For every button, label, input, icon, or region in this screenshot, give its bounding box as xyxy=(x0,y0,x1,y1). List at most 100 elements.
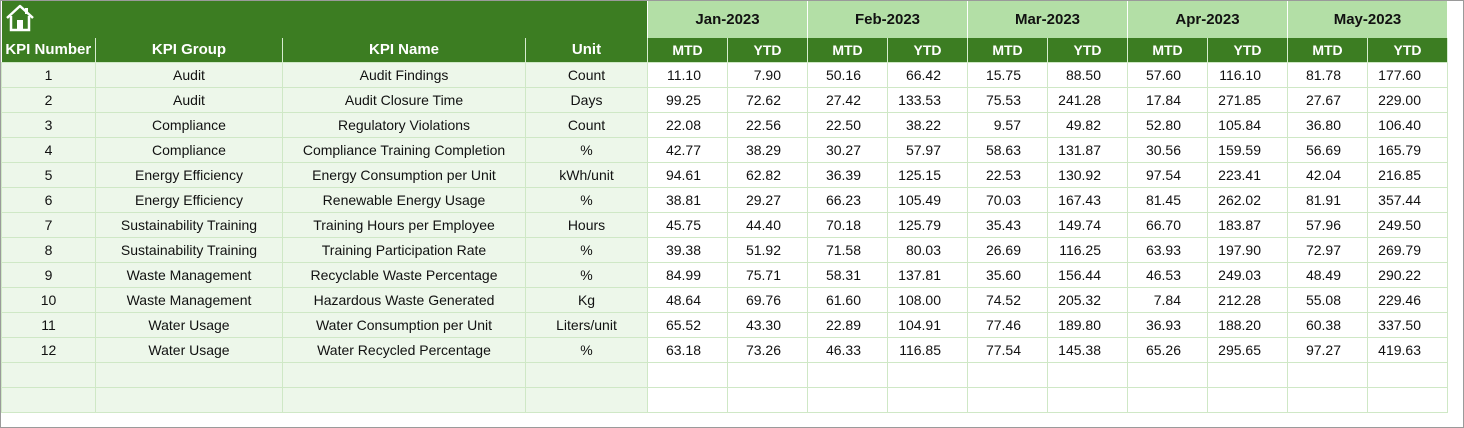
mtd-value-cell[interactable]: 30.27 xyxy=(807,136,888,163)
ytd-value-cell[interactable]: 229.00 xyxy=(1367,86,1448,113)
ytd-value-cell[interactable]: 249.50 xyxy=(1367,211,1448,238)
unit-cell[interactable]: % xyxy=(525,236,648,263)
mtd-value-cell[interactable]: 63.18 xyxy=(647,336,728,363)
mtd-value-cell[interactable]: 56.69 xyxy=(1287,136,1368,163)
ytd-value-cell[interactable]: 241.28 xyxy=(1047,86,1128,113)
ytd-value-cell[interactable]: 165.79 xyxy=(1367,136,1448,163)
ytd-value-cell[interactable]: 216.85 xyxy=(1367,161,1448,188)
mtd-value-cell[interactable]: 77.54 xyxy=(967,336,1048,363)
ytd-value-cell[interactable] xyxy=(727,386,808,413)
ytd-value-cell[interactable] xyxy=(1047,386,1128,413)
ytd-value-cell[interactable]: 69.76 xyxy=(727,286,808,313)
ytd-value-cell[interactable] xyxy=(1047,361,1128,388)
mtd-value-cell[interactable]: 75.53 xyxy=(967,86,1048,113)
unit-cell[interactable]: Count xyxy=(525,61,648,88)
ytd-value-cell[interactable]: 137.81 xyxy=(887,261,968,288)
mtd-value-cell[interactable]: 57.96 xyxy=(1287,211,1368,238)
mtd-value-cell[interactable]: 57.60 xyxy=(1127,61,1208,88)
ytd-value-cell[interactable]: 269.79 xyxy=(1367,236,1448,263)
ytd-value-cell[interactable]: 271.85 xyxy=(1207,86,1288,113)
ytd-value-cell[interactable]: 125.15 xyxy=(887,161,968,188)
mtd-value-cell[interactable] xyxy=(967,361,1048,388)
mtd-value-cell[interactable]: 48.64 xyxy=(647,286,728,313)
mtd-value-cell[interactable]: 38.81 xyxy=(647,186,728,213)
ytd-value-cell[interactable] xyxy=(1367,386,1448,413)
ytd-value-cell[interactable]: 49.82 xyxy=(1047,111,1128,138)
kpi-number-cell[interactable]: 6 xyxy=(1,186,96,213)
ytd-value-cell[interactable]: 229.46 xyxy=(1367,286,1448,313)
kpi-name-cell[interactable]: Regulatory Violations xyxy=(282,111,526,138)
mtd-value-cell[interactable]: 30.56 xyxy=(1127,136,1208,163)
ytd-value-cell[interactable]: 72.62 xyxy=(727,86,808,113)
mtd-value-cell[interactable] xyxy=(647,361,728,388)
kpi-group-cell[interactable]: Waste Management xyxy=(95,261,283,288)
ytd-value-cell[interactable] xyxy=(1207,361,1288,388)
ytd-value-cell[interactable]: 177.60 xyxy=(1367,61,1448,88)
mtd-value-cell[interactable]: 65.26 xyxy=(1127,336,1208,363)
ytd-value-cell[interactable]: 223.41 xyxy=(1207,161,1288,188)
ytd-value-cell[interactable]: 262.02 xyxy=(1207,186,1288,213)
kpi-number-cell[interactable]: 8 xyxy=(1,236,96,263)
unit-cell[interactable]: kWh/unit xyxy=(525,161,648,188)
mtd-value-cell[interactable]: 81.91 xyxy=(1287,186,1368,213)
kpi-name-cell[interactable]: Hazardous Waste Generated xyxy=(282,286,526,313)
mtd-value-cell[interactable]: 35.60 xyxy=(967,261,1048,288)
kpi-group-cell[interactable] xyxy=(95,361,283,388)
ytd-value-cell[interactable]: 88.50 xyxy=(1047,61,1128,88)
kpi-number-cell[interactable]: 10 xyxy=(1,286,96,313)
mtd-value-cell[interactable]: 61.60 xyxy=(807,286,888,313)
mtd-value-cell[interactable]: 74.52 xyxy=(967,286,1048,313)
ytd-value-cell[interactable]: 183.87 xyxy=(1207,211,1288,238)
mtd-value-cell[interactable]: 81.78 xyxy=(1287,61,1368,88)
mtd-value-cell[interactable]: 55.08 xyxy=(1287,286,1368,313)
mtd-value-cell[interactable]: 42.04 xyxy=(1287,161,1368,188)
ytd-value-cell[interactable]: 290.22 xyxy=(1367,261,1448,288)
mtd-value-cell[interactable]: 15.75 xyxy=(967,61,1048,88)
ytd-value-cell[interactable]: 51.92 xyxy=(727,236,808,263)
mtd-value-cell[interactable] xyxy=(1287,361,1368,388)
kpi-number-cell[interactable]: 2 xyxy=(1,86,96,113)
ytd-value-cell[interactable] xyxy=(1367,361,1448,388)
mtd-value-cell[interactable]: 72.97 xyxy=(1287,236,1368,263)
ytd-value-cell[interactable]: 57.97 xyxy=(887,136,968,163)
ytd-value-cell[interactable]: 357.44 xyxy=(1367,186,1448,213)
kpi-group-cell[interactable]: Energy Efficiency xyxy=(95,161,283,188)
ytd-value-cell[interactable]: 130.92 xyxy=(1047,161,1128,188)
ytd-value-cell[interactable]: 149.74 xyxy=(1047,211,1128,238)
mtd-value-cell[interactable] xyxy=(1287,386,1368,413)
ytd-value-cell[interactable]: 131.87 xyxy=(1047,136,1128,163)
ytd-value-cell[interactable]: 156.44 xyxy=(1047,261,1128,288)
mtd-value-cell[interactable]: 27.67 xyxy=(1287,86,1368,113)
mtd-value-cell[interactable]: 42.77 xyxy=(647,136,728,163)
mtd-value-cell[interactable]: 36.39 xyxy=(807,161,888,188)
mtd-value-cell[interactable]: 22.50 xyxy=(807,111,888,138)
mtd-value-cell[interactable]: 66.23 xyxy=(807,186,888,213)
ytd-value-cell[interactable]: 205.32 xyxy=(1047,286,1128,313)
unit-cell[interactable]: % xyxy=(525,186,648,213)
mtd-value-cell[interactable]: 97.54 xyxy=(1127,161,1208,188)
unit-cell[interactable]: Kg xyxy=(525,286,648,313)
mtd-value-cell[interactable]: 60.38 xyxy=(1287,311,1368,338)
mtd-value-cell[interactable]: 36.80 xyxy=(1287,111,1368,138)
kpi-name-cell[interactable]: Compliance Training Completion xyxy=(282,136,526,163)
ytd-value-cell[interactable]: 116.85 xyxy=(887,336,968,363)
mtd-value-cell[interactable]: 7.84 xyxy=(1127,286,1208,313)
kpi-group-cell[interactable]: Audit xyxy=(95,86,283,113)
ytd-value-cell[interactable]: 108.00 xyxy=(887,286,968,313)
ytd-value-cell[interactable] xyxy=(727,361,808,388)
ytd-value-cell[interactable]: 80.03 xyxy=(887,236,968,263)
unit-cell[interactable]: Days xyxy=(525,86,648,113)
mtd-value-cell[interactable] xyxy=(1127,386,1208,413)
unit-cell[interactable]: Hours xyxy=(525,211,648,238)
ytd-value-cell[interactable]: 419.63 xyxy=(1367,336,1448,363)
ytd-value-cell[interactable]: 62.82 xyxy=(727,161,808,188)
ytd-value-cell[interactable]: 116.10 xyxy=(1207,61,1288,88)
mtd-value-cell[interactable]: 11.10 xyxy=(647,61,728,88)
kpi-name-cell[interactable]: Audit Findings xyxy=(282,61,526,88)
mtd-value-cell[interactable]: 58.63 xyxy=(967,136,1048,163)
kpi-name-cell[interactable]: Training Hours per Employee xyxy=(282,211,526,238)
ytd-value-cell[interactable]: 22.56 xyxy=(727,111,808,138)
unit-cell[interactable]: % xyxy=(525,136,648,163)
kpi-number-cell[interactable]: 12 xyxy=(1,336,96,363)
mtd-value-cell[interactable]: 58.31 xyxy=(807,261,888,288)
